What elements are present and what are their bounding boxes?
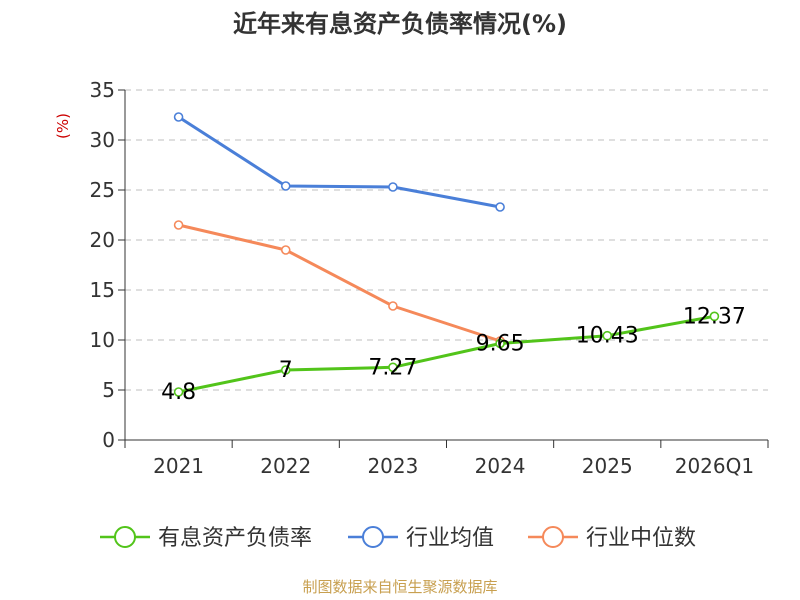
series-0 [173,311,720,397]
x-tick-label-2026Q1: 2026Q1 [675,454,754,478]
x-tick-label-2023: 2023 [367,454,418,478]
y-tick-label-5: 5 [102,378,115,402]
data-point-0-1 [280,365,291,375]
y-tick-label-25: 25 [90,178,115,202]
legend-marker-0 [114,526,136,548]
x-tick-label-2021: 2021 [153,454,204,478]
data-point-2-0 [173,220,184,230]
x-tick-label-2025: 2025 [582,454,633,478]
data-label-0-5: 12.37 [683,304,746,329]
x-tick-label-2022: 2022 [260,454,311,478]
legend-item-2: 行业中位数 [528,526,696,551]
legend-item-0: 有息资产负债率 [100,526,312,551]
axes [118,89,769,448]
x-axis-ticks: 2021 2022 2023 2024 2025 2026Q1 [153,454,754,478]
x-tick-label-2024: 2024 [475,454,526,478]
y-tick-label-20: 20 [90,228,115,252]
y-tick-label-30: 30 [90,128,115,152]
gridlines [125,89,768,391]
legend-item-1: 行业均值 [348,526,494,551]
data-label-0-1: 7 [279,358,293,383]
y-tick-label-35: 35 [90,78,115,102]
legend-label-2: 行业中位数 [586,526,696,551]
legend-marker-1 [362,526,384,548]
legend-label-1: 行业均值 [406,526,494,551]
data-point-1-2 [388,182,398,192]
data-point-0-0 [173,387,184,397]
series-line-0 [178,314,715,394]
data-point-1-1 [280,181,291,191]
legend: 有息资产负债率 行业均值 行业中位数 [100,526,696,551]
data-label-0-0: 4.8 [161,380,196,405]
data-label-0-4: 10.43 [576,324,639,349]
series-1 [173,112,505,212]
data-point-2-1 [280,245,291,255]
legend-label-0: 有息资产负债率 [158,526,312,551]
y-tick-label-10: 10 [90,328,115,352]
data-point-2-2 [388,301,398,311]
legend-marker-2 [542,526,564,548]
data-point-1-0 [173,112,184,122]
y-tick-label-0: 0 [102,428,115,452]
data-point-0-4 [602,330,613,341]
y-axis-label: (%) [54,113,72,139]
data-point-0-2 [388,362,398,373]
y-tick-label-15: 15 [90,278,115,302]
series-line-2 [178,223,501,343]
source-note: 制图数据来自恒生聚源数据库 [302,578,497,596]
data-point-0-3 [495,338,505,349]
data-point-1-3 [495,202,505,212]
data-labels: 4.8 7 7.27 9.65 10.43 12.37 [161,304,746,405]
series-line-1 [177,115,501,209]
data-label-0-2: 7.27 [368,355,417,380]
data-point-0-5 [709,311,720,322]
chart-title: 近年来有息资产负债率情况(%) [233,10,567,38]
series-group [173,112,720,397]
data-label-0-3: 9.65 [476,332,525,357]
y-axis-ticks: 0 5 10 15 20 25 30 35 [90,78,115,452]
